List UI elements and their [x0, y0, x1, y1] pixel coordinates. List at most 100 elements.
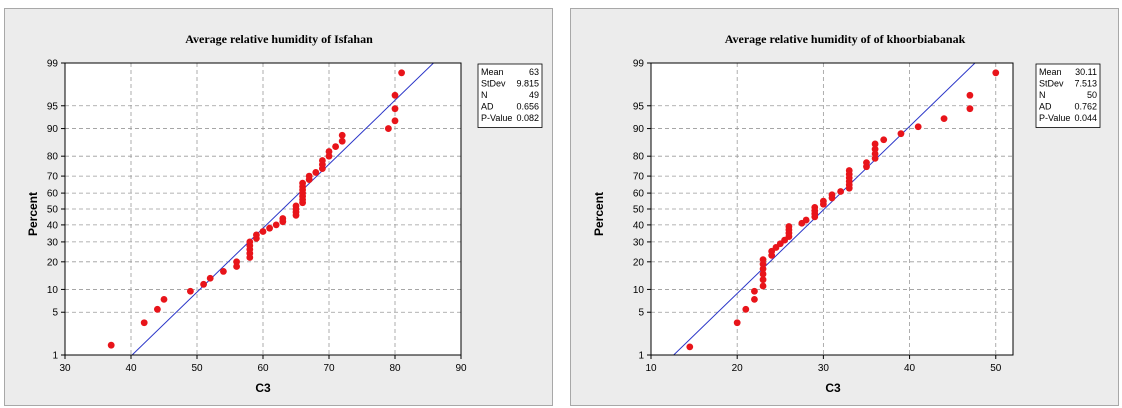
data-point [107, 341, 115, 349]
data-point [759, 256, 767, 264]
stat-label: Mean [481, 67, 504, 77]
data-point [759, 265, 767, 273]
x-tick-label: 20 [732, 363, 744, 374]
stats-box-frame [1035, 63, 1101, 128]
data-point [871, 140, 879, 148]
data-point [785, 223, 793, 230]
data-point [338, 131, 346, 139]
x-tick-label: 50 [990, 363, 1002, 374]
data-point [828, 191, 836, 199]
y-tick-label: 5 [52, 308, 58, 319]
data-point [940, 115, 948, 123]
data-point [160, 295, 168, 303]
plot-frame [64, 62, 462, 356]
x-axis-label: C3 [825, 381, 841, 395]
stats-box-frame [477, 63, 543, 128]
stat-value: 0.044 [1074, 113, 1097, 123]
y-tick-label: 70 [47, 172, 59, 183]
y-tick-label: 10 [633, 285, 645, 296]
y-tick-label: 1 [638, 351, 644, 362]
y-tick-label: 95 [633, 101, 645, 112]
x-axis-label: C3 [255, 381, 271, 395]
fit-line [672, 63, 976, 355]
data-point [837, 188, 845, 195]
stat-value: 7.513 [1074, 79, 1097, 89]
stat-value: 49 [529, 90, 539, 100]
data-point [312, 169, 320, 176]
data-point [819, 197, 827, 205]
data-point [154, 305, 161, 313]
y-tick-label: 50 [633, 205, 645, 216]
data-point [200, 280, 208, 288]
data-point [686, 343, 694, 351]
data-point [992, 69, 1000, 77]
stat-label: N [481, 90, 488, 100]
data-point [742, 305, 750, 313]
data-point [385, 125, 392, 132]
data-point [206, 274, 214, 282]
stat-value: 30.11 [1075, 67, 1097, 77]
y-tick-label: 60 [633, 189, 645, 200]
data-point [398, 69, 405, 77]
stat-label: AD [1039, 102, 1052, 112]
data-point [259, 228, 267, 235]
probability-plot-khoorbiabanak: 10 20 30 40 50 1 5 10 20 30 40 50 60 70 80 90 95 99 Avera… [592, 32, 1101, 395]
y-tick-label: 90 [633, 124, 645, 135]
y-tick-label: 40 [47, 220, 59, 231]
stat-label: AD [481, 102, 494, 112]
data-point [266, 224, 273, 232]
y-tick-label: 30 [633, 237, 645, 248]
data-point [811, 204, 819, 211]
x-tick-label: 70 [323, 363, 335, 374]
data-point [305, 172, 313, 180]
y-tick-label: 5 [638, 308, 644, 319]
y-tick-label: 70 [633, 172, 645, 183]
data-point [279, 215, 287, 222]
stat-label: P-Value [481, 113, 512, 123]
stat-value: 0.656 [516, 102, 539, 112]
y-tick-label: 40 [633, 220, 645, 231]
chart-panel-khoorbiabanak: 10 20 30 40 50 1 5 10 20 30 40 50 60 70 80 90 95 99 Avera… [570, 8, 1119, 406]
x-tick-label: 10 [645, 363, 657, 374]
y-tick-label: 30 [47, 237, 59, 248]
data-point [914, 123, 922, 131]
y-tick-label: 80 [633, 152, 645, 163]
y-tick-label: 10 [47, 285, 59, 296]
y-tick-label: 60 [47, 189, 59, 200]
x-tick-label: 90 [455, 363, 467, 374]
y-tick-label: 95 [47, 101, 59, 112]
y-tick-label: 50 [47, 205, 59, 216]
stat-label: Mean [1039, 67, 1062, 77]
stat-value: 0.762 [1074, 102, 1097, 112]
data-point [187, 287, 194, 295]
data-point [220, 268, 227, 275]
y-tick-label: 99 [47, 59, 59, 70]
y-tick-label: 99 [633, 59, 645, 70]
data-point [751, 287, 758, 295]
data-point [253, 231, 260, 239]
data-point [299, 179, 306, 187]
y-tick-label: 90 [47, 124, 59, 135]
plot-frame [650, 62, 1014, 356]
data-point [140, 319, 148, 327]
data-point [759, 282, 767, 290]
data-point [391, 105, 399, 113]
x-tick-label: 30 [59, 363, 71, 374]
y-tick-label: 20 [633, 257, 645, 268]
data-point [246, 238, 254, 246]
stat-value: 0.082 [516, 113, 539, 123]
x-tick-label: 40 [904, 363, 916, 374]
y-tick-label: 1 [52, 351, 58, 362]
stat-value: 9.815 [516, 79, 539, 89]
x-tick-label: 80 [389, 363, 401, 374]
chart-panel-isfahan: 30 40 50 60 70 80 90 1 5 10 20 30 40 50 60 70 80 90 95 99 A… [4, 8, 553, 406]
y-tick-label: 80 [47, 152, 59, 163]
data-point [802, 216, 810, 224]
data-point [897, 130, 905, 138]
data-point [391, 117, 399, 125]
fit-line [131, 63, 435, 355]
stat-label: P-Value [1039, 113, 1070, 123]
chart-title: Average relative humidity of of khoorbia… [725, 32, 966, 46]
data-point [759, 276, 767, 284]
stat-label: N [1039, 90, 1046, 100]
